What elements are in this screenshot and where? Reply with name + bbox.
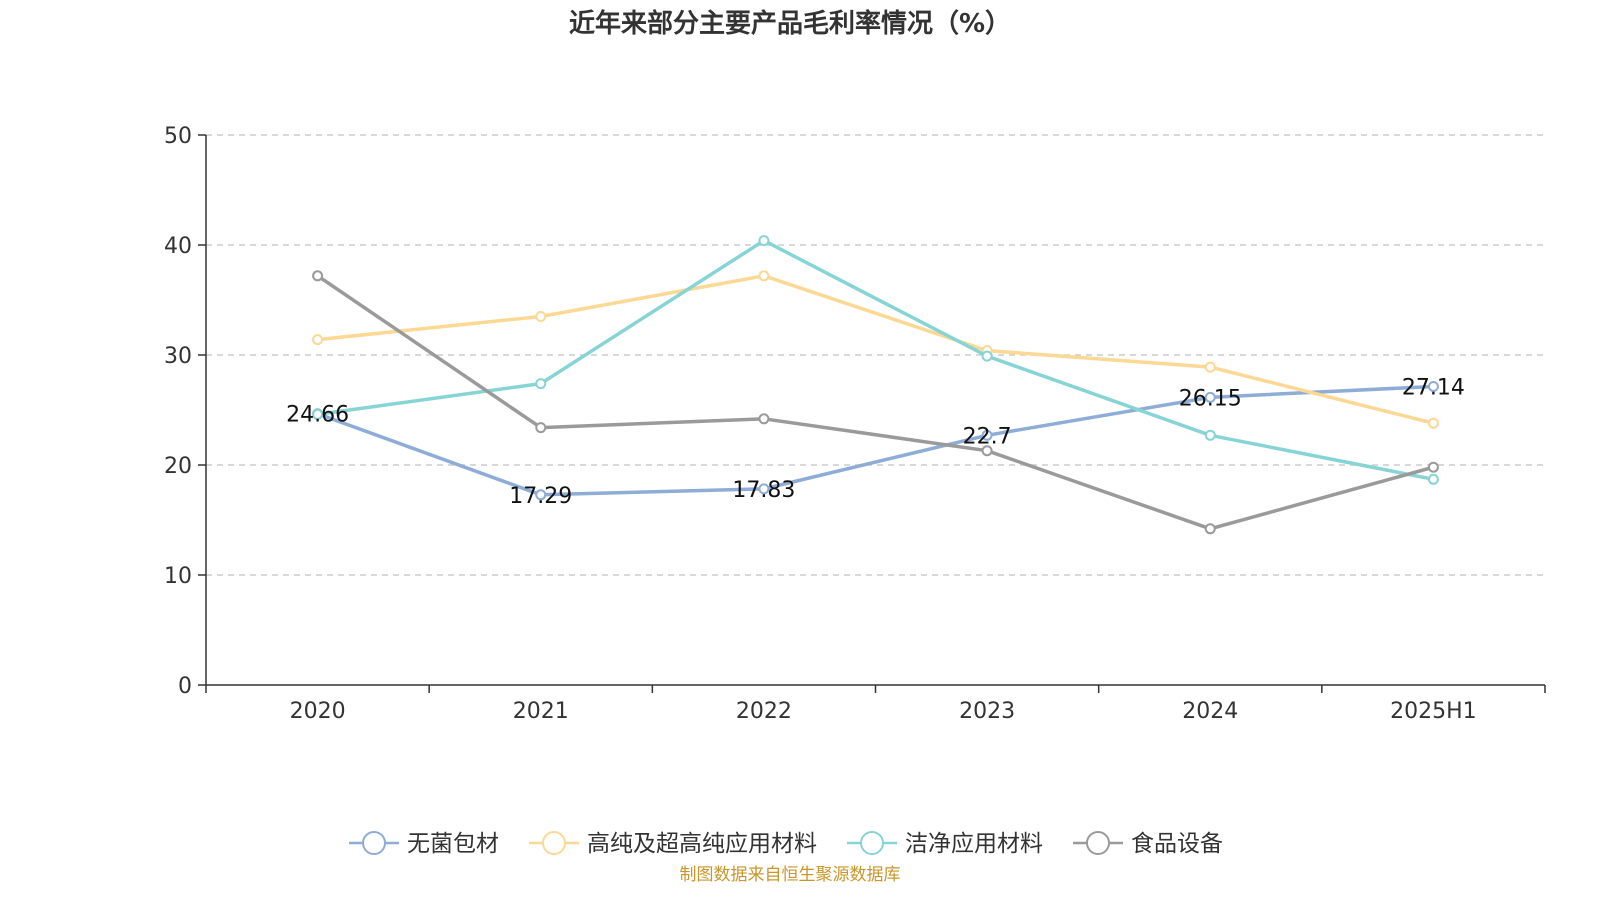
series-point-0 [1204, 391, 1216, 403]
series-point-3 [535, 422, 547, 434]
series-point-1 [1204, 361, 1216, 373]
x-tick-label: 2023 [959, 699, 1015, 724]
series-point-2 [1204, 429, 1216, 441]
data-label: 24.66 [286, 403, 349, 428]
series-point-2 [981, 350, 993, 362]
legend-label: 无菌包材 [407, 831, 499, 857]
legend-marker [860, 831, 884, 855]
data-label: 26.15 [1179, 386, 1242, 411]
x-tick-label: 2025H1 [1390, 699, 1477, 724]
series-point-3 [758, 413, 770, 425]
data-labels: 24.66 17.29 17.83 22.7 26.15 27.14 [286, 375, 1465, 508]
axes: 0 10 20 30 40 50 2020 2021 2022 2023 2024 2025H1 [164, 124, 1546, 724]
series-group [312, 235, 1439, 535]
legend-marker [362, 831, 386, 855]
data-label: 17.29 [509, 484, 572, 509]
y-tick-label: 50 [164, 124, 192, 149]
x-tick-label: 2021 [513, 699, 569, 724]
legend: 无菌包材 高纯及超高纯应用材料 洁净应用材料 食品设备 [349, 831, 1223, 857]
x-tick-label: 2024 [1182, 699, 1238, 724]
legend-label: 高纯及超高纯应用材料 [587, 831, 817, 857]
series-point-3 [1204, 523, 1216, 535]
series-point-0 [1427, 380, 1439, 392]
series-point-3 [312, 270, 324, 282]
series-point-2 [535, 378, 547, 390]
series-line-1 [317, 274, 1434, 425]
series-point-1 [758, 270, 770, 282]
chart-title: 近年来部分主要产品毛利率情况（%） [569, 8, 1011, 39]
source-note: 制图数据来自恒生聚源数据库 [680, 865, 901, 885]
y-tick-label: 40 [164, 234, 192, 259]
grid-lines [206, 134, 1545, 576]
series-point-1 [1427, 417, 1439, 429]
legend-item: 洁净应用材料 [847, 831, 1043, 857]
series-point-1 [535, 311, 547, 322]
series-line-0 [316, 384, 1434, 497]
series-point-2 [1427, 473, 1439, 485]
legend-label: 洁净应用材料 [905, 831, 1043, 857]
series-point-3 [981, 445, 993, 457]
series-line-3 [316, 274, 1434, 531]
y-tick-label: 30 [164, 344, 192, 369]
y-tick-label: 20 [164, 454, 192, 479]
series-point-0 [981, 429, 993, 441]
series-point-2 [758, 235, 770, 247]
data-label: 27.14 [1402, 375, 1465, 400]
legend-label: 食品设备 [1131, 831, 1223, 857]
x-tick-label: 2022 [736, 699, 792, 724]
data-label: 17.83 [732, 478, 795, 503]
series-point-1 [312, 334, 324, 346]
legend-item: 无菌包材 [349, 831, 499, 857]
legend-item: 食品设备 [1073, 831, 1223, 857]
data-label: 22.7 [963, 424, 1012, 449]
x-tick-label: 2020 [290, 699, 346, 724]
legend-item: 高纯及超高纯应用材料 [529, 831, 817, 857]
y-tick-label: 0 [178, 674, 192, 699]
series-point-0 [535, 489, 547, 501]
series-point-3 [1427, 461, 1439, 473]
legend-marker [1086, 831, 1110, 855]
series-point-2 [312, 408, 324, 420]
y-tick-label: 10 [164, 564, 192, 589]
series-point-0 [758, 483, 770, 495]
series-line-2 [317, 238, 1434, 482]
legend-marker [542, 831, 566, 855]
